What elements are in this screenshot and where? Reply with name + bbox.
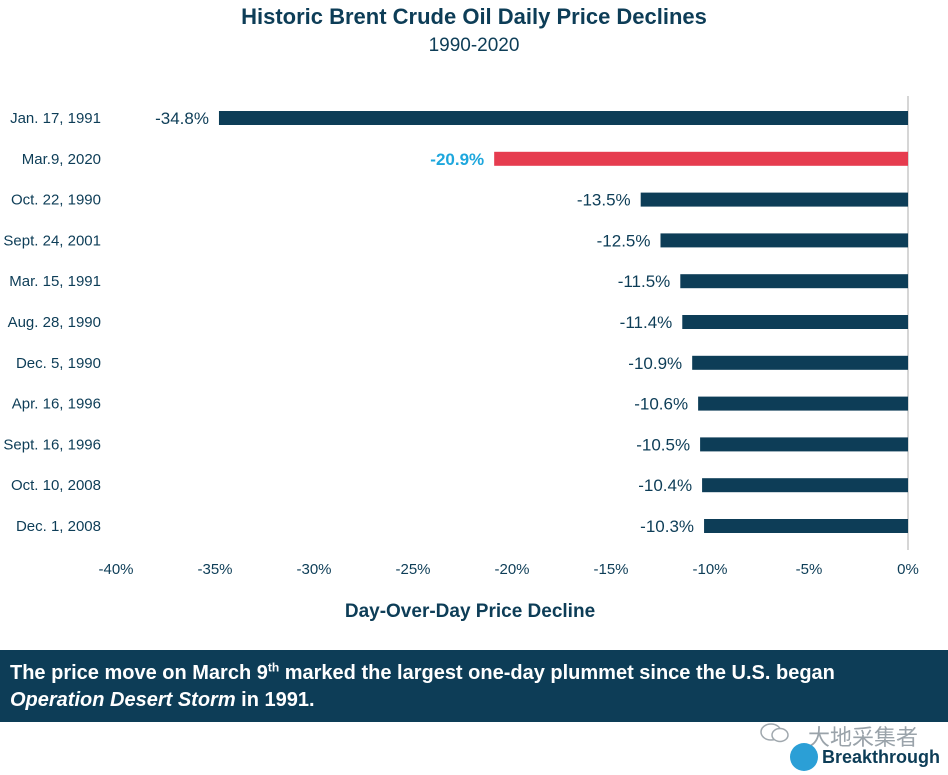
- logo-mark-icon: [790, 743, 818, 771]
- banner-superscript: th: [267, 660, 280, 675]
- bar: [704, 519, 908, 533]
- category-label: Sept. 24, 2001: [3, 232, 101, 249]
- value-label: -11.5%: [618, 272, 671, 291]
- value-label: -10.4%: [638, 476, 692, 495]
- x-tick-label: -40%: [98, 561, 133, 578]
- bar: [700, 437, 908, 452]
- bar: [682, 315, 908, 329]
- bar: [698, 396, 908, 411]
- category-label: Mar.9, 2020: [22, 151, 101, 168]
- value-label: -10.6%: [634, 395, 688, 414]
- category-label: Oct. 10, 2008: [11, 477, 101, 494]
- caption-banner: The price move on March 9th marked the l…: [0, 650, 948, 722]
- value-label: -12.5%: [597, 231, 651, 250]
- chat-bubble-icon: [760, 723, 789, 743]
- x-tick-label: 0%: [897, 561, 919, 578]
- value-label: -34.8%: [155, 109, 209, 128]
- category-label: Apr. 16, 1996: [12, 396, 101, 413]
- x-tick-label: -25%: [395, 561, 430, 578]
- x-tick-label: -10%: [692, 561, 727, 578]
- x-tick-label: -30%: [296, 561, 331, 578]
- category-label: Jan. 17, 1991: [10, 110, 101, 127]
- value-label: -10.3%: [640, 517, 694, 536]
- chart-subtitle: 1990-2020: [428, 35, 520, 56]
- value-label: -20.9%: [430, 150, 484, 169]
- value-label: -10.5%: [636, 435, 690, 454]
- x-tick-label: -20%: [494, 561, 529, 578]
- bar: [218, 111, 908, 125]
- bar: [640, 192, 908, 207]
- category-label: Oct. 22, 1990: [11, 192, 101, 209]
- banner-text-1: The price move on March 9: [10, 662, 268, 684]
- bar-chart: Jan. 17, 1991 -34.8% Mar.9, 2020 -20.9% Oct.…: [3, 96, 919, 622]
- x-tick-label: -35%: [197, 561, 232, 578]
- bar: [494, 151, 908, 166]
- banner-text-3: in 1991.: [235, 689, 315, 711]
- bar: [660, 233, 908, 248]
- bar: [680, 274, 908, 289]
- bar: [702, 478, 908, 493]
- bar: [692, 355, 908, 370]
- logo-text: Breakthrough: [822, 746, 941, 767]
- value-label: -11.4%: [620, 313, 673, 332]
- value-label: -13.5%: [577, 191, 631, 210]
- category-label: Sept. 16, 1996: [3, 436, 101, 453]
- category-label: Dec. 5, 1990: [16, 355, 101, 372]
- banner-text-2: marked the largest one-day plummet since…: [279, 662, 835, 684]
- x-axis-label: Day-Over-Day Price Decline: [345, 601, 595, 622]
- x-tick-label: -5%: [796, 561, 823, 578]
- brand-logo: Breakthrough: [790, 742, 940, 772]
- banner-italic: Operation Desert Storm: [10, 689, 236, 711]
- watermark-text: 大地采集者: [807, 726, 918, 751]
- value-label: -10.9%: [628, 354, 682, 373]
- category-label: Dec. 1, 2008: [16, 518, 101, 535]
- chart-title: Historic Brent Crude Oil Daily Price Dec…: [241, 4, 707, 29]
- category-label: Mar. 15, 1991: [9, 273, 101, 290]
- category-label: Aug. 28, 1990: [8, 314, 101, 331]
- x-tick-label: -15%: [593, 561, 628, 578]
